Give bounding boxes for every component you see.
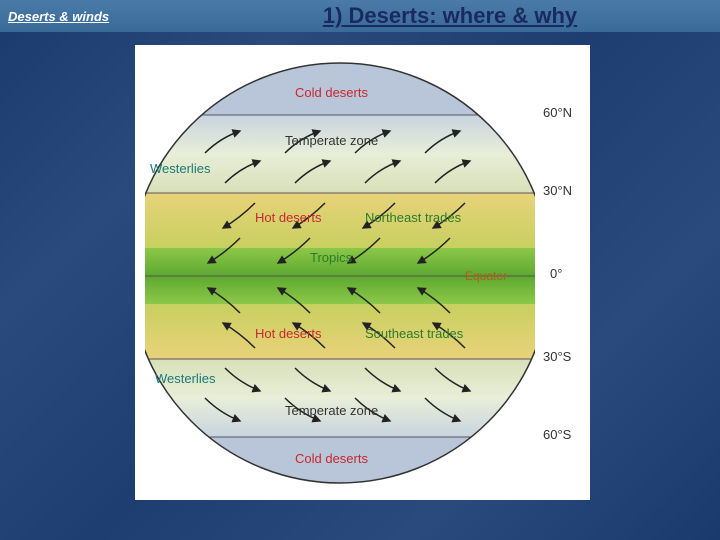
globe-diagram: Cold deserts Temperate zone Westerlies H… — [135, 45, 590, 500]
band-label-temp-s: Temperate zone — [285, 403, 378, 418]
lat-30n: 30°N — [543, 183, 572, 198]
wind-label-ne-trades: Northeast trades — [365, 210, 461, 225]
equator-label: Equator — [465, 269, 507, 283]
wind-label-se-trades: Southeast trades — [365, 326, 463, 341]
band-label-hot-s: Hot deserts — [255, 326, 321, 341]
band-label-tropics: Tropics — [310, 250, 352, 265]
lat-30s: 30°S — [543, 349, 571, 364]
lat-0: 0° — [550, 266, 562, 281]
lat-60n: 60°N — [543, 105, 572, 120]
topic-label: Deserts & winds — [0, 0, 180, 32]
band-label-cold-s: Cold deserts — [295, 451, 368, 466]
globe-wrap: Cold deserts Temperate zone Westerlies H… — [145, 53, 535, 493]
header-bar: Deserts & winds 1) Deserts: where & why — [0, 0, 720, 32]
wind-label-westerlies-n: Westerlies — [150, 161, 210, 176]
band-label-hot-n: Hot deserts — [255, 210, 321, 225]
wind-label-westerlies-s: Westerlies — [155, 371, 215, 386]
slide-title: 1) Deserts: where & why — [180, 0, 720, 32]
band-label-temp-n: Temperate zone — [285, 133, 378, 148]
lat-60s: 60°S — [543, 427, 571, 442]
band-label-cold-n: Cold deserts — [295, 85, 368, 100]
